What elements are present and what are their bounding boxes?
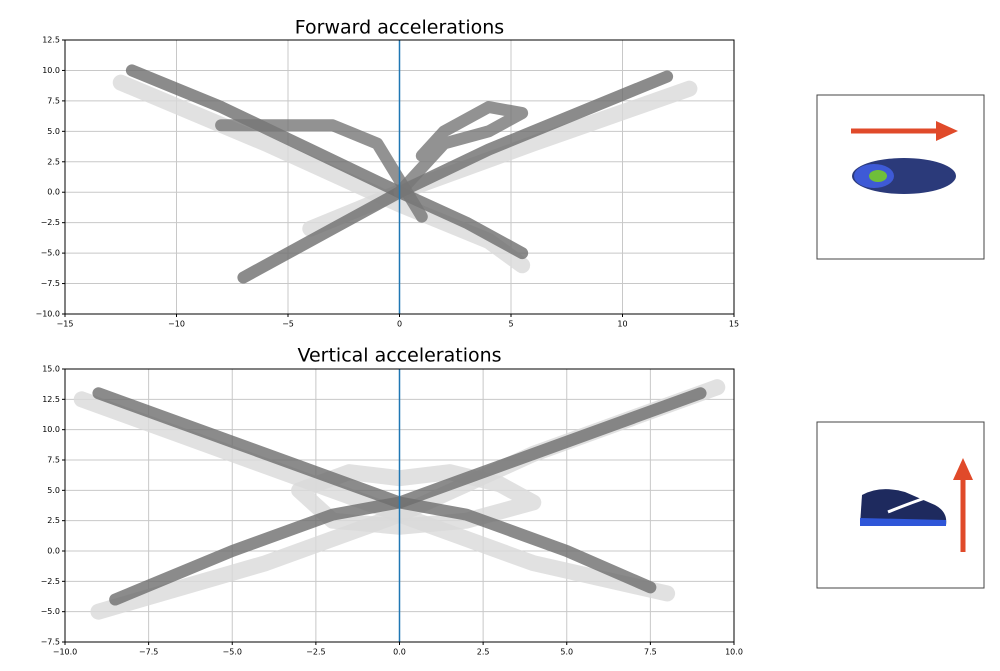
x-tick-label: 10.0 — [725, 648, 743, 657]
y-tick-label: 12.5 — [42, 395, 60, 404]
trace — [393, 100, 529, 199]
x-tick-label: 7.5 — [644, 648, 657, 657]
plot-frame — [64, 39, 735, 315]
y-tick-label: 5.0 — [47, 127, 60, 136]
y-tick-label: 10.0 — [42, 66, 60, 75]
trace — [291, 464, 542, 535]
y-tick-label: −10.0 — [35, 310, 60, 319]
x-tick-label: −10 — [168, 320, 185, 329]
x-tick-label: −15 — [57, 320, 74, 329]
x-tick-label: 0.0 — [393, 648, 406, 657]
trace — [125, 64, 529, 260]
y-tick-label: −5.0 — [41, 249, 60, 258]
y-tick-label: 2.5 — [47, 516, 60, 525]
y-tick-label: 0.0 — [47, 547, 60, 556]
y-tick-label: 0.0 — [47, 188, 60, 197]
x-tick-label: −2.5 — [306, 648, 325, 657]
y-tick-label: 7.5 — [47, 456, 60, 465]
chart-title: Vertical accelerations — [297, 345, 501, 367]
shoe-sole — [860, 518, 946, 526]
x-tick-label: −7.5 — [139, 648, 158, 657]
x-tick-label: 0 — [397, 320, 402, 329]
trace — [237, 70, 674, 284]
y-tick-label: 7.5 — [47, 96, 60, 105]
x-tick-label: 5 — [508, 320, 513, 329]
y-tick-label: −5.0 — [41, 607, 60, 616]
x-tick-label: 15 — [729, 320, 739, 329]
x-tick-label: 2.5 — [477, 648, 490, 657]
y-tick-label: 10.0 — [42, 425, 60, 434]
y-tick-label: −2.5 — [41, 577, 60, 586]
chart-title: Forward accelerations — [295, 17, 504, 39]
y-tick-label: −7.5 — [41, 638, 60, 647]
plot-frame — [64, 368, 735, 643]
arrow-head — [953, 458, 973, 480]
arrow-head — [936, 121, 958, 141]
y-tick-label: 15.0 — [42, 365, 60, 374]
x-tick-label: 10 — [617, 320, 627, 329]
y-tick-label: −7.5 — [41, 279, 60, 288]
shoe-insole — [869, 170, 887, 182]
x-tick-label: −5 — [282, 320, 294, 329]
x-tick-label: 5.0 — [560, 648, 573, 657]
y-tick-label: 12.5 — [42, 36, 60, 45]
y-tick-label: 2.5 — [47, 157, 60, 166]
y-tick-label: 5.0 — [47, 486, 60, 495]
shoe-logo — [887, 496, 926, 514]
x-tick-label: −10.0 — [53, 648, 78, 657]
x-tick-label: −5.0 — [223, 648, 242, 657]
y-tick-label: −2.5 — [41, 218, 60, 227]
